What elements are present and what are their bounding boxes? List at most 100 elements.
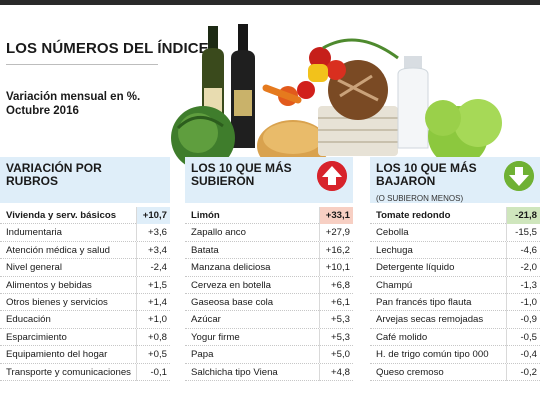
item-label: Manzana deliciosa bbox=[191, 262, 271, 274]
item-label: H. de trigo común tipo 000 bbox=[376, 349, 489, 361]
list-item: Batata +16,2 bbox=[185, 241, 353, 260]
list-item: Manzana deliciosa +10,1 bbox=[185, 259, 353, 277]
item-value: +3,6 bbox=[136, 224, 170, 242]
rubros-header: VARIACIÓN POR RUBROS bbox=[0, 157, 170, 203]
item-label: Champú bbox=[376, 279, 413, 291]
item-label: Queso cremoso bbox=[376, 366, 444, 378]
list-item: Otros bienes y servicios +1,4 bbox=[0, 293, 170, 312]
wine-bottle-dark bbox=[231, 24, 255, 148]
item-value: -1,0 bbox=[506, 293, 540, 311]
groceries-illustration bbox=[171, 24, 502, 168]
subieron-list: Limón +33,1 Zapallo anco +27,9 Batata +16,2… bbox=[185, 207, 353, 381]
item-value: +16,2 bbox=[319, 241, 353, 259]
item-value: -1,3 bbox=[506, 276, 540, 294]
item-label: Tomate redondo bbox=[376, 210, 451, 221]
list-item: Equipamiento del hogar +0,5 bbox=[0, 346, 170, 364]
bread-loaf bbox=[257, 120, 329, 168]
item-value: -0,9 bbox=[506, 311, 540, 329]
list-item: H. de trigo común tipo 000 -0,4 bbox=[370, 346, 540, 364]
item-value: +0,5 bbox=[136, 346, 170, 364]
list-item: Salchicha tipo Viena +4,8 bbox=[185, 363, 353, 381]
cabbage bbox=[171, 106, 235, 168]
subieron-header: LOS 10 QUE MÁS SUBIERON bbox=[185, 157, 353, 203]
item-value: -2,4 bbox=[136, 259, 170, 277]
list-item: Esparcimiento +0,8 bbox=[0, 328, 170, 347]
item-value: +4,8 bbox=[319, 363, 353, 381]
item-label: Educación bbox=[6, 314, 51, 326]
list-item: Educación +1,0 bbox=[0, 311, 170, 329]
item-label: Lechuga bbox=[376, 244, 413, 256]
item-value: +1,5 bbox=[136, 276, 170, 294]
list-item: Limón +33,1 bbox=[185, 207, 353, 225]
subieron-panel: LOS 10 QUE MÁS SUBIERON Limón +33,1 Zapal… bbox=[185, 157, 353, 381]
arrow-up-icon bbox=[317, 161, 347, 191]
list-item: Cebolla -15,5 bbox=[370, 224, 540, 242]
bajaron-header: LOS 10 QUE MÁS BAJARON (O SUBIERON MENOS… bbox=[370, 157, 540, 203]
list-item: Champú -1,3 bbox=[370, 276, 540, 294]
item-value: +10,1 bbox=[319, 259, 353, 277]
item-label: Salchicha tipo Viena bbox=[191, 366, 278, 378]
item-value: -0,2 bbox=[506, 363, 540, 381]
arrow-down-icon bbox=[504, 161, 534, 191]
list-item: Papa +5,0 bbox=[185, 346, 353, 364]
milk-bottle bbox=[397, 56, 429, 149]
item-label: Detergente líquido bbox=[376, 262, 455, 274]
item-value: +5,0 bbox=[319, 346, 353, 364]
item-value: -2,0 bbox=[506, 259, 540, 277]
item-value: +27,9 bbox=[319, 224, 353, 242]
list-item: Lechuga -4,6 bbox=[370, 241, 540, 260]
item-label: Equipamiento del hogar bbox=[6, 349, 108, 361]
item-value: +10,7 bbox=[136, 207, 170, 224]
item-value: -0,4 bbox=[506, 346, 540, 364]
list-item: Cerveza en botella +6,8 bbox=[185, 276, 353, 294]
list-item: Pan francés tipo flauta -1,0 bbox=[370, 293, 540, 312]
list-item: Vivienda y serv. básicos +10,7 bbox=[0, 207, 170, 225]
rubros-title: VARIACIÓN POR RUBROS bbox=[6, 161, 102, 188]
item-value: -0,1 bbox=[136, 363, 170, 381]
list-item: Azúcar +5,3 bbox=[185, 311, 353, 329]
item-value: -0,5 bbox=[506, 328, 540, 346]
list-item: Alimentos y bebidas +1,5 bbox=[0, 276, 170, 294]
item-label: Arvejas secas remojadas bbox=[376, 314, 484, 326]
rubros-panel: VARIACIÓN POR RUBROS Vivienda y serv. bá… bbox=[0, 157, 170, 381]
item-value: +5,3 bbox=[319, 311, 353, 329]
item-label: Indumentaria bbox=[6, 227, 62, 239]
item-label: Café molido bbox=[376, 331, 428, 343]
list-item: Nivel general -2,4 bbox=[0, 259, 170, 277]
subieron-title: LOS 10 QUE MÁS SUBIERON bbox=[191, 161, 292, 188]
item-label: Cerveza en botella bbox=[191, 279, 271, 291]
item-label: Otros bienes y servicios bbox=[6, 296, 108, 308]
bajaron-title: LOS 10 QUE MÁS BAJARON bbox=[376, 161, 477, 188]
page-title: LOS NÚMEROS DEL ÍNDICE bbox=[6, 40, 209, 57]
list-item: Café molido -0,5 bbox=[370, 328, 540, 347]
item-label: Pan francés tipo flauta bbox=[376, 296, 472, 308]
item-label: Gaseosa base cola bbox=[191, 296, 274, 308]
item-value: +6,8 bbox=[319, 276, 353, 294]
list-item: Queso cremoso -0,2 bbox=[370, 363, 540, 381]
list-item: Atención médica y salud +3,4 bbox=[0, 241, 170, 260]
vegetables bbox=[262, 38, 399, 106]
list-item: Zapallo anco +27,9 bbox=[185, 224, 353, 242]
rubros-list: Vivienda y serv. básicos +10,7 Indumentar… bbox=[0, 207, 170, 381]
item-label: Nivel general bbox=[6, 262, 62, 274]
bajaron-note: (O SUBIERON MENOS) bbox=[376, 194, 464, 203]
list-item: Yogur firme +5,3 bbox=[185, 328, 353, 347]
item-label: Limón bbox=[191, 210, 220, 221]
item-value: +1,4 bbox=[136, 293, 170, 311]
bajaron-list: Tomate redondo -21,8 Cebolla -15,5 Lechuga… bbox=[370, 207, 540, 381]
top-bar bbox=[0, 0, 540, 5]
item-label: Azúcar bbox=[191, 314, 221, 326]
list-item: Arvejas secas remojadas -0,9 bbox=[370, 311, 540, 329]
item-label: Batata bbox=[191, 244, 219, 256]
item-label: Cebolla bbox=[376, 227, 409, 239]
list-item: Detergente líquido -2,0 bbox=[370, 259, 540, 277]
item-value: +33,1 bbox=[319, 207, 353, 224]
item-label: Vivienda y serv. básicos bbox=[6, 210, 117, 221]
item-value: -15,5 bbox=[506, 224, 540, 242]
item-value: +3,4 bbox=[136, 241, 170, 259]
item-label: Esparcimiento bbox=[6, 331, 67, 343]
item-value: -4,6 bbox=[506, 241, 540, 259]
item-label: Yogur firme bbox=[191, 331, 240, 343]
list-item: Indumentaria +3,6 bbox=[0, 224, 170, 242]
item-value: +6,1 bbox=[319, 293, 353, 311]
